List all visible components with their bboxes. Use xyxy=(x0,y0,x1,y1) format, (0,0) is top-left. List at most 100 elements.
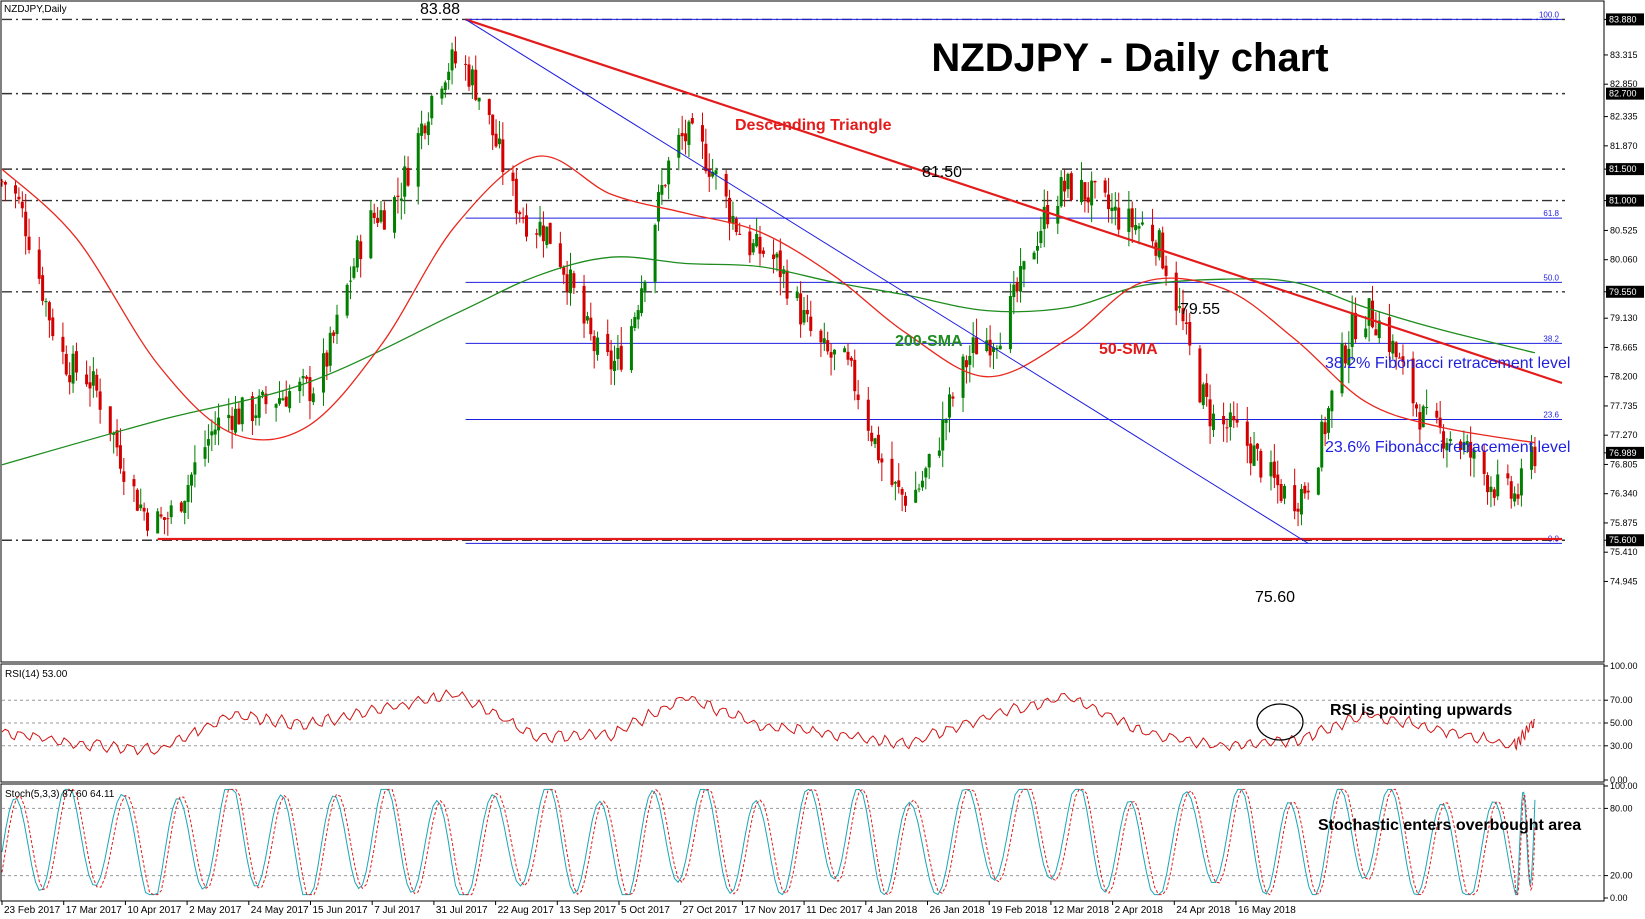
candle-body-136 xyxy=(643,281,647,291)
candle-body-156 xyxy=(738,233,742,235)
candle-body-157 xyxy=(748,231,752,256)
candle-body-47 xyxy=(227,414,231,419)
candle-body-276 xyxy=(1306,490,1310,493)
stoch-tick-label-3: 0.00 xyxy=(1610,893,1628,903)
candle-body-116 xyxy=(548,222,552,244)
peak3-label: 79.55 xyxy=(1180,301,1220,318)
candle-body-296 xyxy=(1401,356,1405,362)
candle-body-148 xyxy=(704,143,708,172)
candle-body-46 xyxy=(217,417,221,431)
candle-body-184 xyxy=(873,438,877,445)
candle-body-320 xyxy=(1516,494,1520,499)
candle-body-163 xyxy=(775,253,779,258)
candle-body-182 xyxy=(866,399,870,431)
candle-body-303 xyxy=(1438,417,1442,428)
candle-body-280 xyxy=(1327,408,1331,433)
date-tick-label-20: 16 May 2018 xyxy=(1238,905,1296,916)
candle-body-137 xyxy=(653,224,657,282)
candle-body-210 xyxy=(995,348,999,350)
candle-body-146 xyxy=(690,118,694,124)
candle-body-6 xyxy=(27,236,31,250)
stoch-k-line xyxy=(1,788,1536,896)
candle-body-204 xyxy=(968,355,972,365)
candle-body-117 xyxy=(558,243,562,267)
candle-body-283 xyxy=(1343,345,1347,364)
candle-body-232 xyxy=(1103,180,1107,193)
candle-body-273 xyxy=(1296,508,1300,512)
candle-body-61 xyxy=(288,391,292,409)
price-tag-2: 81.500 xyxy=(1609,164,1637,174)
candle-body-121 xyxy=(572,273,576,288)
candle-body-155 xyxy=(734,218,738,233)
candle-body-176 xyxy=(832,349,836,355)
candle-body-200 xyxy=(948,394,952,418)
date-tick-label-1: 17 Mar 2017 xyxy=(66,905,123,916)
candle-body-134 xyxy=(636,310,640,320)
candle-body-203 xyxy=(964,360,968,368)
candle-body-69 xyxy=(328,332,332,366)
candle-body-201 xyxy=(951,396,955,399)
symbol-label: NZDJPY,Daily xyxy=(4,4,67,15)
candle-body-42 xyxy=(203,447,207,459)
candle-body-79 xyxy=(376,217,380,223)
candle-body-167 xyxy=(795,291,799,299)
price-tick-label-4: 81.870 xyxy=(1610,141,1638,151)
candle-body-159 xyxy=(755,233,759,247)
candle-body-73 xyxy=(349,280,353,282)
candle-body-193 xyxy=(917,488,921,490)
candle-body-292 xyxy=(1387,317,1391,353)
candle-body-212 xyxy=(1008,296,1012,350)
price-tick-label-2: 82.850 xyxy=(1610,79,1638,89)
candle-body-188 xyxy=(893,482,897,484)
candle-body-254 xyxy=(1205,383,1209,397)
candle-body-248 xyxy=(1178,306,1182,309)
candle-body-150 xyxy=(711,171,715,177)
candle-body-238 xyxy=(1130,208,1134,228)
candle-body-187 xyxy=(890,458,894,485)
candle-body-28 xyxy=(135,489,139,511)
candle-body-132 xyxy=(629,326,633,371)
candle-body-59 xyxy=(281,398,285,401)
candle-body-111 xyxy=(525,215,529,237)
date-tick-label-9: 13 Sep 2017 xyxy=(559,905,616,916)
chart-title: NZDJPY - Daily chart xyxy=(931,36,1328,80)
candle-body-27 xyxy=(132,479,136,487)
candle-body-208 xyxy=(988,339,992,356)
candle-body-180 xyxy=(853,359,857,392)
candle-body-35 xyxy=(166,518,170,520)
price-tag-4: 79.550 xyxy=(1609,287,1637,297)
candle-body-105 xyxy=(497,138,501,145)
candle-body-139 xyxy=(660,185,664,195)
stoch-d-line xyxy=(1,788,1536,896)
price-tag-bg-1 xyxy=(1606,87,1644,100)
candle-body-18 xyxy=(88,382,92,389)
candle-body-198 xyxy=(941,419,945,451)
candle-body-311 xyxy=(1472,449,1476,459)
date-tick-label-19: 24 Apr 2018 xyxy=(1176,905,1230,916)
candle-body-34 xyxy=(162,517,166,520)
fib-tag-23.6: 23.6 xyxy=(1543,410,1559,419)
candle-body-272 xyxy=(1293,485,1297,512)
candle-body-287 xyxy=(1364,328,1368,338)
fib-tag-50.0: 50.0 xyxy=(1543,273,1559,282)
candle-body-257 xyxy=(1222,415,1226,425)
candle-body-38 xyxy=(183,500,187,513)
candle-body-202 xyxy=(961,356,965,398)
candle-body-133 xyxy=(633,316,637,328)
candle-body-140 xyxy=(663,185,667,187)
stoch-note: Stochastic enters overbought area xyxy=(1318,817,1581,834)
candle-body-107 xyxy=(511,172,515,182)
candle-body-48 xyxy=(230,415,234,430)
candle-body-171 xyxy=(809,316,813,331)
candle-body-23 xyxy=(112,433,116,435)
candle-body-99 xyxy=(470,69,474,86)
candle-body-72 xyxy=(345,284,349,316)
candle-body-236 xyxy=(1117,207,1121,230)
fib-tag-38.2: 38.2 xyxy=(1543,334,1559,343)
candle-body-177 xyxy=(843,348,847,353)
candle-body-282 xyxy=(1340,343,1344,394)
candle-body-297 xyxy=(1411,358,1415,404)
price-tag-bg-2 xyxy=(1606,163,1644,176)
candle-body-122 xyxy=(582,285,586,324)
